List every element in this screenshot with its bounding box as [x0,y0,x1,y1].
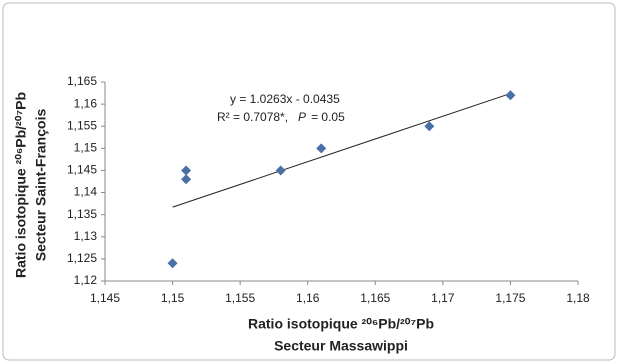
y-tick-label: 1,14 [74,185,98,199]
x-tick-label: 1,165 [360,291,390,305]
trendline [172,93,511,208]
y-axis-label: Secteur Saint-François [33,109,49,262]
data-point [424,121,435,132]
r-squared: R² = 0.7078*, P = 0.05 [217,110,345,124]
y-tick-label: 1,125 [67,251,97,265]
x-tick-label: 1,155 [225,291,255,305]
data-point [181,165,192,176]
data-point [316,143,327,154]
p-label: P [298,110,306,124]
y-tick-label: 1,145 [67,163,97,177]
x-tick-label: 1,175 [495,291,525,305]
data-point [505,90,516,101]
data-point [181,174,192,185]
y-tick-label: 1,12 [74,273,98,287]
data-point [167,258,178,269]
x-tick-label: 1,145 [90,291,120,305]
y-tick-label: 1,135 [67,207,97,221]
x-tick-label: 1,18 [566,291,590,305]
y-axis-label: Ratio isotopique ²⁰⁶Pb/²⁰⁷Pb [13,92,29,278]
y-tick-label: 1,15 [74,141,98,155]
x-tick-label: 1,15 [161,291,185,305]
x-tick-label: 1,16 [296,291,320,305]
y-tick-label: 1,155 [67,118,97,132]
data-point [275,165,286,176]
y-tick-label: 1,165 [67,74,97,88]
y-tick-label: 1,16 [74,96,98,110]
p-value: = 0.05 [311,110,345,124]
x-tick-label: 1,17 [431,291,455,305]
y-tick-label: 1,13 [74,229,98,243]
r2: R² = 0.7078*, [217,110,288,124]
equation: y = 1.0263x - 0.0435 [230,92,340,106]
x-axis-label: Ratio isotopique ²⁰⁶Pb/²⁰⁷Pb [248,316,434,332]
x-axis-label: Secteur Massawippi [274,338,408,354]
